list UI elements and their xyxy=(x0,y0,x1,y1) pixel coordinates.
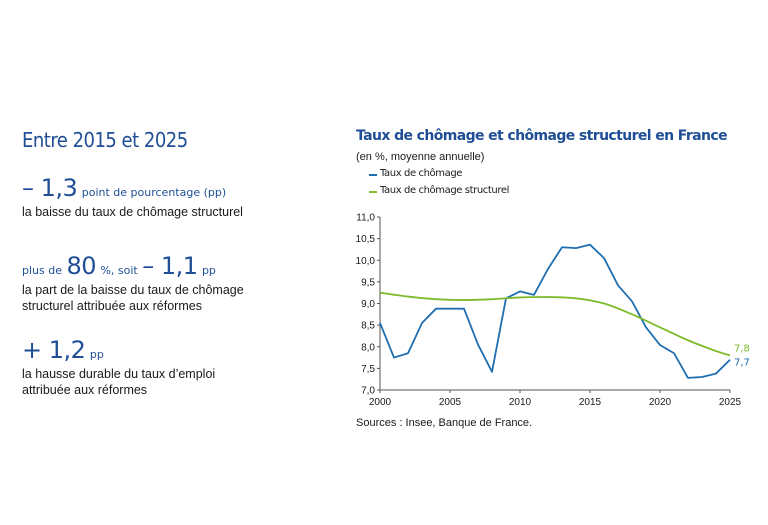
end-label-structural: 7,8 xyxy=(734,343,750,354)
series-line-structural xyxy=(379,291,731,357)
stat-unit: point de pourcentage (pp) xyxy=(81,186,227,199)
stat-unit: %, soit xyxy=(100,264,138,277)
y-tick-label: 10,5 xyxy=(356,234,376,245)
stat-description: la hausse durable du taux d’emploi attri… xyxy=(22,367,216,397)
sources-note: Sources : Insee, Banque de France. xyxy=(356,417,533,429)
chart-subtitle: (en %, moyenne annuelle) xyxy=(356,151,485,163)
x-tick-label: 2025 xyxy=(719,397,742,408)
stat-value-2: – 1,1 xyxy=(142,252,198,280)
x-tick-label: 2000 xyxy=(369,397,392,408)
stat-structural-unemployment-drop: – 1,3 point de pourcentage (pp) la baiss… xyxy=(22,174,342,220)
y-tick-label: 7,5 xyxy=(361,364,375,375)
legend-label: Taux de chômage xyxy=(380,168,463,179)
y-tick-label: 10,0 xyxy=(356,256,376,267)
legend-item-structural: Taux de chômage structurel xyxy=(369,185,509,196)
y-tick-label: 9,0 xyxy=(361,299,375,310)
y-tick-label: 8,5 xyxy=(361,321,375,332)
series-line-unemployment xyxy=(379,243,731,379)
y-tick-label: 7,0 xyxy=(361,386,375,397)
x-tick-label: 2010 xyxy=(509,397,532,408)
legend-swatch-structural xyxy=(369,191,377,193)
x-tick-label: 2020 xyxy=(649,397,672,408)
x-tick-label: 2005 xyxy=(439,397,462,408)
stat-value: + 1,2 xyxy=(22,336,86,364)
y-tick-label: 11,0 xyxy=(356,213,375,224)
y-tick-label: 9,5 xyxy=(361,277,375,288)
y-tick-label: 8,0 xyxy=(361,342,375,353)
stat-unit-2: pp xyxy=(201,264,216,277)
chart-series: 7,77,8 xyxy=(379,243,750,379)
chart-title: Taux de chômage et chômage structurel en… xyxy=(356,128,728,144)
legend-label: Taux de chômage structurel xyxy=(380,185,509,196)
stat-description: la part de la baisse du taux de chômage … xyxy=(22,283,244,313)
stat-prefix: plus de xyxy=(22,264,62,277)
period-heading: Entre 2015 et 2025 xyxy=(22,128,188,152)
x-tick-label: 2015 xyxy=(579,397,602,408)
stat-employment-rate-rise: + 1,2 pp la hausse durable du taux d’emp… xyxy=(22,336,342,398)
stat-value: 80 xyxy=(66,252,96,280)
stat-description: la baisse du taux de chômage structurel xyxy=(22,205,243,219)
stat-value: – 1,3 xyxy=(22,174,78,202)
stat-reforms-share: plus de 80 %, soit – 1,1 pp la part de l… xyxy=(22,252,342,314)
legend-swatch-unemployment xyxy=(369,174,377,176)
stat-unit: pp xyxy=(89,348,104,361)
end-label-unemployment: 7,7 xyxy=(734,358,750,369)
legend-item-unemployment: Taux de chômage xyxy=(369,168,463,179)
